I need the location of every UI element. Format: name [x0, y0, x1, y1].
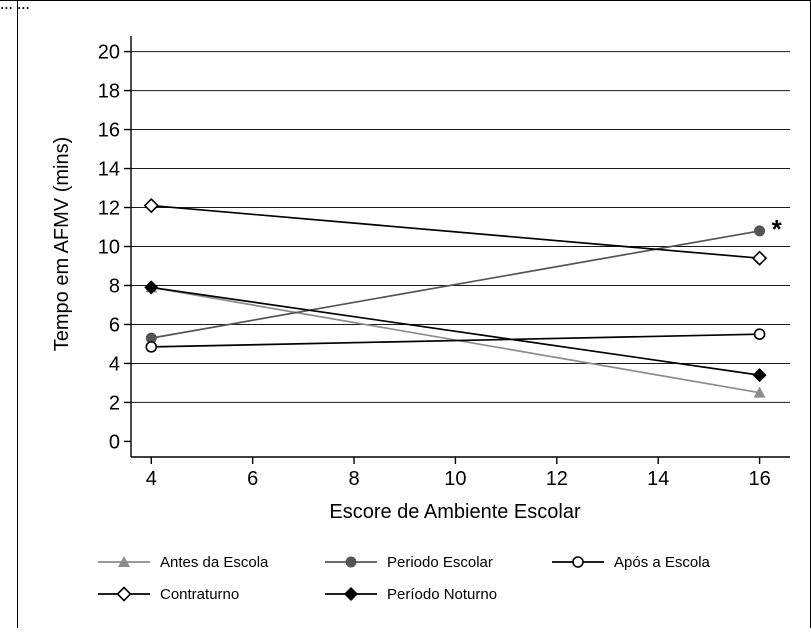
annotation-asterisk: * [772, 214, 783, 244]
y-tick-label-8: 8 [109, 275, 120, 297]
legend-marker-contraturno [116, 586, 132, 602]
x-tick-label-12: 12 [546, 468, 568, 490]
x-axis-label: Escore de Ambiente Escolar [329, 501, 581, 523]
y-tick-label-4: 4 [109, 353, 120, 375]
legend-label-apos-a-escola: Após a Escola [614, 554, 711, 571]
series-periodo-noturno [144, 280, 767, 383]
series-line-contraturno [151, 204, 760, 260]
y-tick-label-6: 6 [109, 314, 120, 336]
series-line-periodo-noturno [151, 286, 760, 376]
point-periodo-escolar-4 [145, 332, 157, 344]
y-tick-label-0: 0 [109, 431, 120, 453]
legend-item-periodo-escolar: Periodo Escolar [325, 554, 493, 571]
x-tick-label-6: 6 [247, 468, 258, 490]
series-antes-da-escola [145, 281, 766, 398]
y-tick-label-2: 2 [109, 392, 120, 414]
y-tick-label-12: 12 [98, 198, 120, 220]
gridlines [131, 51, 790, 403]
series-group [143, 197, 768, 398]
series-periodo-escolar [145, 225, 766, 344]
point-periodo-escolar-16 [754, 225, 766, 237]
legend-marker-apos-a-escola [572, 556, 584, 568]
legend-marker-periodo-escolar [345, 556, 357, 568]
y-axis-label: Tempo em AFMV (mins) [51, 137, 73, 351]
point-apos-a-escola-16 [753, 328, 766, 341]
y-tick-label-14: 14 [98, 159, 120, 181]
legend-label-periodo-escolar: Periodo Escolar [387, 554, 493, 571]
point-periodo-noturno-16 [752, 368, 767, 383]
header-fragment: ... ... [0, 0, 30, 13]
legend-item-contraturno: Contraturno [98, 586, 239, 603]
y-tick-label-18: 18 [98, 81, 120, 103]
point-antes-da-escola-16 [753, 386, 766, 398]
x-tick-label-10: 10 [444, 468, 466, 490]
legend: Antes da Escola Periodo Escolar Após a Esc… [98, 554, 711, 603]
legend-item-apos-a-escola: Após a Escola [552, 554, 711, 571]
point-contraturno-4 [143, 197, 159, 214]
legend-item-periodo-noturno: Período Noturno [325, 586, 497, 603]
axes: 0 2 4 6 8 10 12 14 16 18 20 4 6 8 10 12 14 16 [98, 36, 790, 490]
legend-marker-antes-da-escola [118, 556, 130, 567]
x-tick-label-4: 4 [146, 468, 157, 490]
y-tick-label-10: 10 [98, 237, 120, 259]
point-contraturno-16 [751, 250, 768, 266]
y-tick-label-16: 16 [98, 120, 120, 142]
series-line-apos-a-escola [151, 333, 760, 348]
series-apos-a-escola [145, 328, 766, 353]
legend-label-contraturno: Contraturno [160, 586, 239, 603]
x-tick-label-16: 16 [748, 468, 770, 490]
y-tick-label-20: 20 [98, 42, 120, 64]
point-apos-a-escola-4 [145, 341, 158, 353]
legend-label-antes-da-escola: Antes da Escola [160, 554, 269, 571]
annotations: * [772, 214, 783, 244]
x-tick-label-14: 14 [647, 468, 669, 490]
point-periodo-noturno-4 [144, 280, 159, 295]
legend-label-periodo-noturno: Período Noturno [387, 586, 497, 603]
legend-marker-periodo-noturno [344, 587, 358, 601]
legend-item-antes-da-escola: Antes da Escola [98, 554, 269, 571]
series-contraturno [143, 197, 768, 266]
x-tick-label-8: 8 [348, 468, 359, 490]
